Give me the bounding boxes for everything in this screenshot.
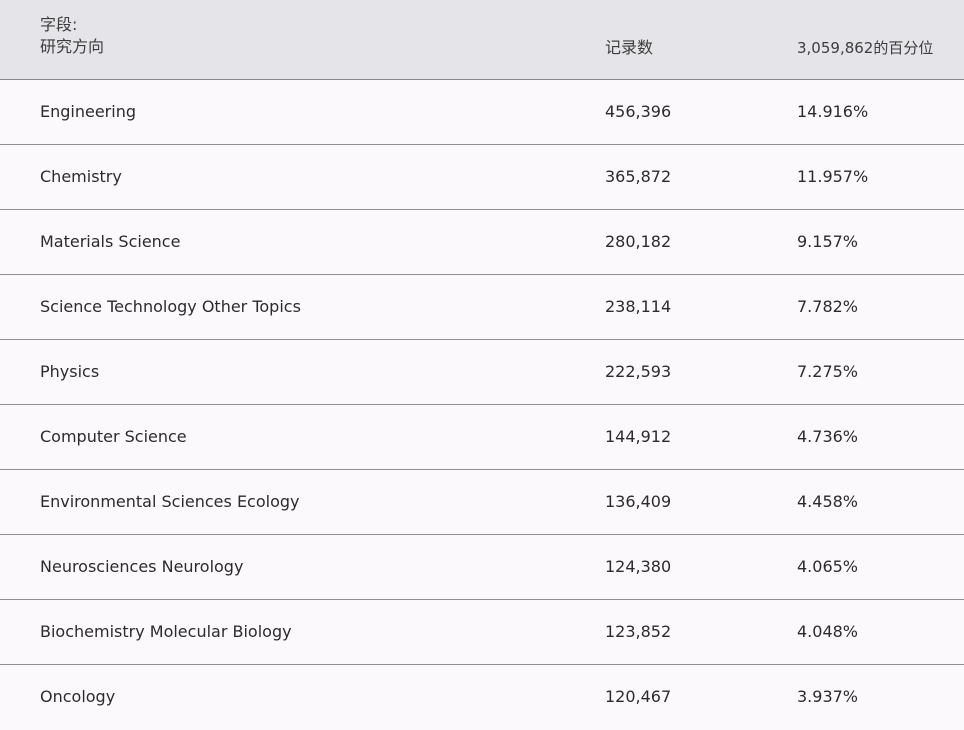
row-percentage: 7.782% bbox=[797, 297, 859, 316]
table-row[interactable]: Engineering 456,396 14.916% bbox=[0, 80, 964, 145]
table-row[interactable]: Computer Science 144,912 4.736% bbox=[0, 405, 964, 470]
field-header-name: 研究方向 bbox=[40, 37, 105, 56]
percent-column-header[interactable]: 3,059,862的百分位 bbox=[797, 39, 934, 57]
row-record-count: 120,467 bbox=[605, 687, 672, 706]
row-record-count: 280,182 bbox=[605, 232, 672, 251]
table-row[interactable]: Biochemistry Molecular Biology 123,852 4… bbox=[0, 600, 964, 665]
row-field-name[interactable]: Biochemistry Molecular Biology bbox=[40, 622, 292, 641]
row-record-count: 456,396 bbox=[605, 102, 672, 121]
row-field-name[interactable]: Physics bbox=[40, 362, 100, 381]
row-field-name[interactable]: Neurosciences Neurology bbox=[40, 557, 244, 576]
row-field-name[interactable]: Engineering bbox=[40, 102, 136, 121]
row-percentage: 4.458% bbox=[797, 492, 859, 511]
row-record-count: 136,409 bbox=[605, 492, 672, 511]
row-field-name[interactable]: Chemistry bbox=[40, 167, 122, 186]
row-record-count: 222,593 bbox=[605, 362, 672, 381]
row-field-name[interactable]: Environmental Sciences Ecology bbox=[40, 492, 300, 511]
row-field-name[interactable]: Science Technology Other Topics bbox=[40, 297, 301, 316]
table-row[interactable]: Physics 222,593 7.275% bbox=[0, 340, 964, 405]
row-record-count: 124,380 bbox=[605, 557, 672, 576]
row-percentage: 4.736% bbox=[797, 427, 859, 446]
table-row[interactable]: Chemistry 365,872 11.957% bbox=[0, 145, 964, 210]
row-field-name[interactable]: Oncology bbox=[40, 687, 116, 706]
row-record-count: 123,852 bbox=[605, 622, 672, 641]
row-percentage: 4.048% bbox=[797, 622, 859, 641]
table-row[interactable]: Oncology 120,467 3.937% bbox=[0, 665, 964, 730]
row-percentage: 14.916% bbox=[797, 102, 869, 121]
count-column-header[interactable]: 记录数 bbox=[605, 38, 654, 57]
field-header-prefix: 字段: bbox=[40, 15, 78, 34]
row-record-count: 238,114 bbox=[605, 297, 672, 316]
row-percentage: 4.065% bbox=[797, 557, 859, 576]
row-percentage: 9.157% bbox=[797, 232, 859, 251]
row-field-name[interactable]: Materials Science bbox=[40, 232, 181, 251]
table-row[interactable]: Materials Science 280,182 9.157% bbox=[0, 210, 964, 275]
row-field-name[interactable]: Computer Science bbox=[40, 427, 187, 446]
row-percentage: 3.937% bbox=[797, 687, 859, 706]
row-record-count: 365,872 bbox=[605, 167, 672, 186]
table-row[interactable]: Environmental Sciences Ecology 136,409 4… bbox=[0, 470, 964, 535]
table-row[interactable]: Neurosciences Neurology 124,380 4.065% bbox=[0, 535, 964, 600]
table-row[interactable]: Science Technology Other Topics 238,114 … bbox=[0, 275, 964, 340]
row-percentage: 7.275% bbox=[797, 362, 859, 381]
row-record-count: 144,912 bbox=[605, 427, 672, 446]
row-percentage: 11.957% bbox=[797, 167, 869, 186]
table-header: 字段: 研究方向 记录数 3,059,862的百分位 bbox=[0, 0, 964, 80]
field-column-header[interactable]: 字段: 研究方向 bbox=[40, 14, 104, 58]
